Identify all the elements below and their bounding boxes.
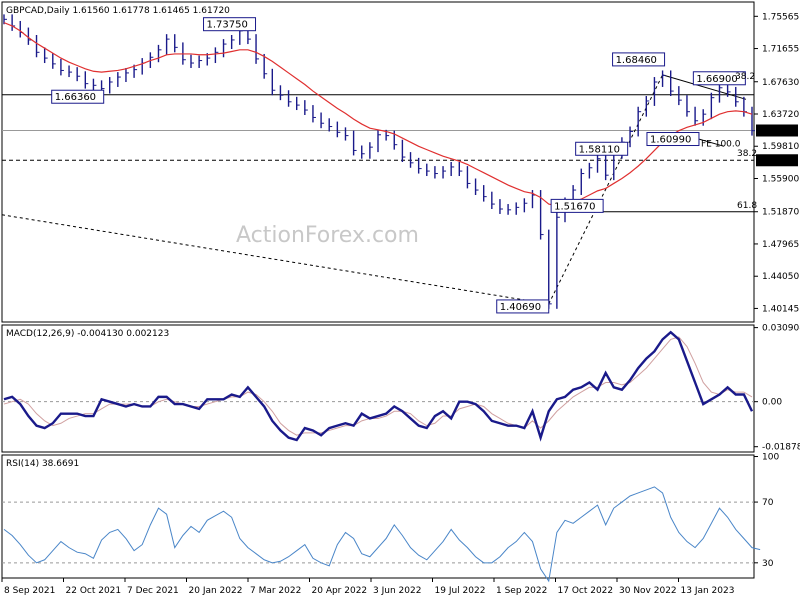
x-tick-label: 17 Oct 2022 [558, 586, 614, 596]
rsi-ytick-label: 70 [762, 498, 774, 508]
fib-label: FE 100.0 [701, 140, 741, 150]
x-tick-label: 22 Oct 2021 [66, 586, 122, 596]
fib-label: 38.2 [737, 149, 757, 159]
price-ytick-label: 1.55900 [762, 174, 799, 184]
x-tick-label: 3 Jun 2022 [373, 586, 421, 596]
level-price-tag: 1.58110 [759, 156, 796, 166]
macd-ytick-label: 0.030908 [762, 324, 800, 334]
rsi-line [3, 486, 761, 583]
price-label-box [51, 89, 105, 104]
price-ytick-label: 1.67630 [762, 78, 799, 88]
macd-ytick-label: 0.00 [762, 398, 782, 408]
price-label-box [646, 132, 700, 147]
price-ytick-label: 1.51870 [762, 208, 799, 218]
current-price-tag-bg [756, 124, 798, 137]
x-tick-label: 20 Apr 2022 [312, 586, 368, 596]
wedge-upper-line [662, 74, 747, 100]
x-tick-label: 1 Sep 2022 [496, 586, 547, 596]
price-label-box [496, 299, 550, 314]
price-label-box [550, 198, 604, 213]
trend-line-lower [1, 214, 549, 305]
price-label-box [692, 71, 746, 86]
price-ytick-label: 1.71655 [762, 45, 799, 55]
x-tick-label: 19 Jul 2022 [435, 586, 486, 596]
fib-label: 38.2 [735, 72, 755, 82]
price-ytick-label: 1.75565 [762, 12, 799, 22]
macd-signal-line [3, 336, 753, 436]
price-label-box [612, 52, 666, 67]
macd-ytick-label: -0.018787 [762, 443, 800, 453]
price-ytick-label: 1.47965 [762, 240, 799, 250]
x-tick-label: 7 Dec 2021 [127, 586, 179, 596]
x-tick-label: 13 Jan 2023 [681, 586, 735, 596]
macd-panel-title: MACD(12,26,9) -0.004130 0.002123 [6, 329, 169, 339]
price-label-text: 1.73750 [207, 20, 248, 31]
price-label-text: 1.58110 [579, 144, 620, 155]
price-label-text: 1.66900 [696, 74, 737, 85]
price-label-box [203, 17, 257, 32]
rsi-ytick-label: 100 [762, 453, 779, 463]
trend-line-rising [548, 74, 664, 305]
price-ytick-label: 1.59810 [762, 142, 799, 152]
macd-macd-line [3, 330, 754, 442]
price-label-text: 1.60990 [650, 135, 691, 146]
price-ytick-label: 1.44050 [762, 272, 799, 282]
price-label-text: 1.66360 [55, 92, 96, 103]
level-price-tag-bg [756, 154, 798, 167]
rsi-panel-title: RSI(14) 38.6691 [6, 459, 79, 469]
panel-frame-1 [1, 324, 755, 453]
panel-frame-0 [1, 1, 755, 323]
x-tick-label: 8 Sep 2021 [4, 586, 55, 596]
watermark: ActionForex.com [236, 223, 419, 248]
x-tick-label: 20 Jan 2022 [189, 586, 243, 596]
price-label-text: 1.51670 [554, 201, 595, 212]
x-tick-label: 30 Nov 2022 [619, 586, 677, 596]
panel-frame-2 [1, 454, 755, 579]
price-label-text: 1.68460 [616, 55, 657, 66]
price-panel-title: GBPCAD,Daily 1.61560 1.61778 1.61465 1.6… [6, 6, 230, 16]
fib-label: 61.8 [737, 201, 757, 211]
moving-average-line [3, 22, 753, 207]
x-tick-label: 7 Mar 2022 [250, 586, 301, 596]
price-label-box [575, 141, 629, 156]
price-ytick-label: 1.40145 [762, 304, 799, 314]
price-label-text: 1.40690 [500, 302, 541, 313]
rsi-ytick-label: 30 [762, 559, 774, 569]
price-ytick-label: 1.63720 [762, 110, 799, 120]
current-price-tag: 1.61720 [759, 126, 796, 136]
